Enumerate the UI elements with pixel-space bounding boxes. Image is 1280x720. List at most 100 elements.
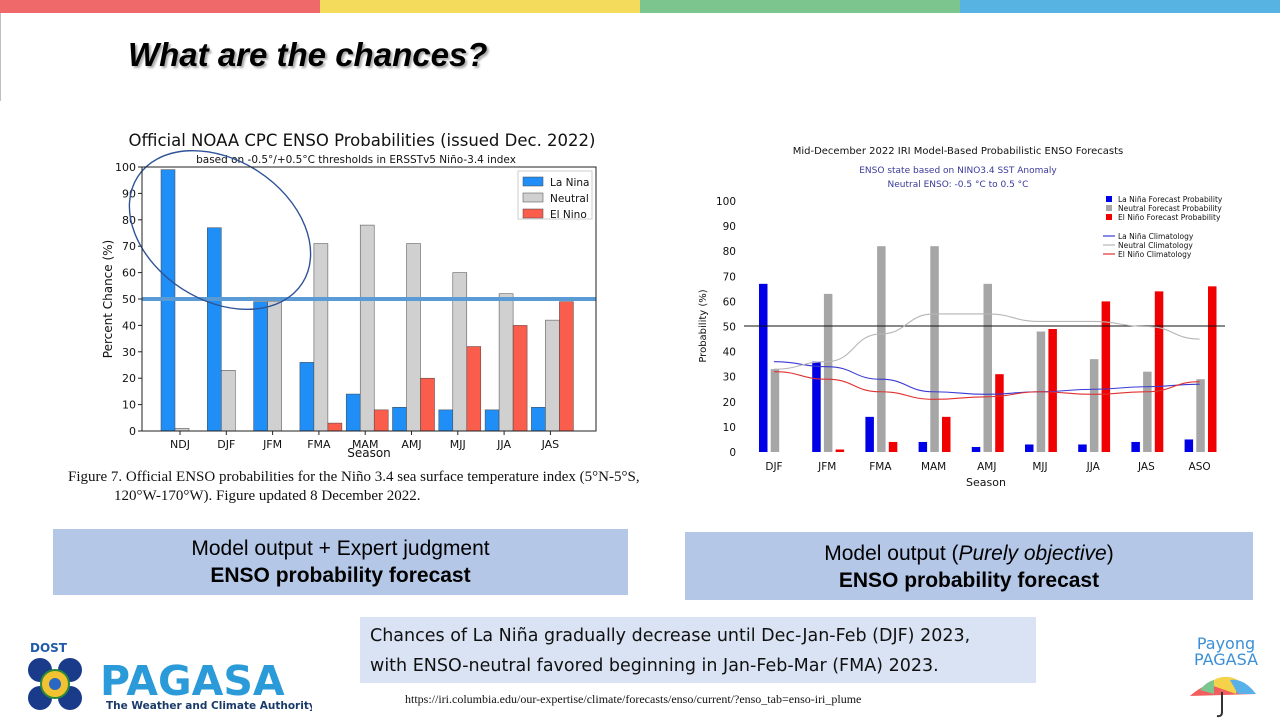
bar-neutral-mam (359, 224, 375, 432)
bar-el-nin-o-forecast-probability-mjj (1048, 329, 1057, 452)
x-tick-label: DJF (765, 461, 782, 473)
y-tick-label: 40 (122, 319, 136, 332)
left-box-line-1: Model output + Expert judgment (191, 537, 490, 560)
bar-neutral-forecast-probability-amj (983, 283, 992, 452)
legend-swatch-la-nina (522, 176, 544, 187)
x-tick-label: DJF (217, 438, 235, 451)
bar-el-nin-o-forecast-probability-fma (888, 441, 898, 452)
y-tick-label: 50 (122, 293, 136, 306)
pagasa-emblem-icon (28, 658, 82, 710)
bar-el-nino-jja (512, 325, 528, 432)
caption-line-1: Figure 7. Official ENSO probabilities fo… (68, 469, 640, 485)
source-url[interactable]: https://iri.columbia.edu/our-expertise/c… (405, 692, 862, 706)
y-tick-label: 20 (723, 397, 736, 409)
bar-la-nin-a-forecast-probability-mjj (1025, 444, 1034, 452)
bar-neutral-forecast-probability-jas (1143, 371, 1152, 452)
legend-swatch-el-nino (522, 208, 544, 219)
color-segment-yellow (320, 0, 640, 13)
logo-main-text: PAGASA (100, 657, 285, 705)
x-axis-label: Season (347, 446, 391, 460)
noaa-enso-chart: Official NOAA CPC ENSO Probabilities (is… (101, 131, 597, 460)
x-tick-label: NDJ (170, 438, 190, 451)
chart-title: Official NOAA CPC ENSO Probabilities (is… (129, 131, 596, 150)
bar-neutral-jja (498, 293, 514, 432)
chart-subtitle-2: Neutral ENSO: -0.5 °C to 0.5 °C (888, 180, 1029, 190)
right-info-box: Model output (Purely objective) ENSO pro… (685, 532, 1253, 600)
summary-line-1: Chances of La Niña gradually decrease un… (370, 626, 971, 646)
payong-pagasa-logo: Payong PAGASA (1190, 634, 1258, 718)
left-divider (0, 13, 1, 101)
bar-neutral-forecast-probability-jfm (823, 293, 833, 452)
bar-la-nin-a-forecast-probability-fma (865, 416, 874, 452)
legend-swatch-el-nin-o-forecast-probability (1106, 214, 1112, 220)
bar-neutral-forecast-probability-fma (877, 246, 886, 452)
right-box-line-1-italic: Purely objective (958, 542, 1107, 565)
right-box-line-1-pre: Model output ( (824, 542, 959, 565)
y-axis-label: Probability (%) (698, 289, 709, 362)
y-tick-label: 50 (723, 322, 736, 334)
legend-label-el-nino: El Nino (550, 209, 587, 221)
x-tick-label: ASO (1189, 461, 1211, 473)
y-tick-label: 80 (723, 246, 736, 258)
bar-neutral-forecast-probability-jja (1089, 359, 1099, 452)
umbrella-icon (1190, 676, 1256, 718)
bar-neutral-jas (545, 319, 560, 432)
plot-frame (141, 166, 597, 432)
y-tick-label: 0 (729, 447, 736, 459)
y-tick-label: 90 (723, 221, 736, 233)
legend-label-neutral-forecast-probability: Neutral Forecast Probability (1118, 204, 1222, 213)
bar-el-nino-jas (559, 301, 574, 432)
color-segment-blue (960, 0, 1280, 13)
y-tick-label: 60 (723, 296, 736, 308)
logo-payong-text: Payong (1197, 634, 1255, 653)
logo-pagasa-text: PAGASA (1194, 650, 1258, 669)
x-tick-label: MJJ (1032, 461, 1047, 473)
highlight-ellipse (128, 149, 312, 311)
y-tick-label: 0 (129, 425, 136, 438)
bar-la-nin-a-forecast-probability-jas (1131, 441, 1140, 452)
bar-la-nin-a-forecast-probability-jfm (812, 361, 821, 452)
bar-la-nina-mjj (438, 409, 454, 432)
y-tick-label: 10 (122, 399, 136, 412)
caption-line-2: 120°W-170°W). Figure updated 8 December … (114, 488, 421, 504)
bar-neutral-mjj (452, 272, 468, 432)
line-el-nin-o-climatology (773, 371, 1200, 400)
pagasa-logo: DOST PAGASA The Weather and Climate Auth… (28, 641, 312, 712)
bar-neutral-forecast-probability-aso (1196, 379, 1205, 452)
x-axis-label: Season (966, 476, 1006, 489)
y-tick-label: 70 (122, 240, 136, 253)
legend-label-neutral-climatology: Neutral Climatology (1118, 241, 1193, 250)
y-tick-label: 60 (122, 267, 136, 280)
bar-la-nin-a-forecast-probability-amj (971, 446, 981, 452)
legend-label-el-nin-o-climatology: El Niño Climatology (1118, 250, 1192, 259)
y-tick-label: 90 (122, 187, 136, 200)
bar-el-nino-mam (373, 409, 389, 432)
x-tick-label: FMA (869, 461, 892, 473)
legend-swatch-neutral (522, 192, 544, 203)
y-axis-label: Percent Chance (%) (101, 240, 115, 358)
legend-label-neutral: Neutral (550, 193, 589, 205)
color-segment-red (0, 0, 320, 13)
x-tick-label: JAS (541, 438, 560, 451)
legend-label-la-nin-a-forecast-probability: La Niña Forecast Probability (1118, 195, 1223, 204)
chart-title: Mid-December 2022 IRI Model-Based Probab… (793, 146, 1124, 157)
x-tick-label: JFM (817, 461, 836, 473)
bar-el-nino-fma (327, 422, 343, 432)
bar-la-nin-a-forecast-probability-aso (1184, 439, 1194, 452)
y-tick-label: 100 (115, 161, 136, 174)
bar-el-nin-o-forecast-probability-jas (1154, 291, 1164, 452)
y-tick-label: 70 (723, 271, 736, 283)
chart-subtitle: based on -0.5°/+0.5°C thresholds in ERSS… (196, 154, 516, 166)
bar-neutral-forecast-probability-djf (770, 369, 780, 452)
x-tick-label: JJA (496, 438, 511, 451)
bar-la-nina-mam (345, 393, 361, 432)
left-info-box: Model output + Expert judgment ENSO prob… (53, 529, 628, 595)
bar-neutral-forecast-probability-mam (930, 246, 939, 452)
bar-la-nina-jfm (253, 301, 268, 432)
bar-el-nin-o-forecast-probability-aso (1208, 286, 1217, 452)
y-tick-label: 20 (122, 372, 136, 385)
figure-caption: Figure 7. Official ENSO probabilities fo… (68, 468, 668, 506)
x-tick-label: AMJ (401, 438, 421, 451)
bar-la-nin-a-forecast-probability-jja (1078, 444, 1087, 452)
legend-label-la-nin-a-climatology: La Niña Climatology (1118, 232, 1194, 241)
